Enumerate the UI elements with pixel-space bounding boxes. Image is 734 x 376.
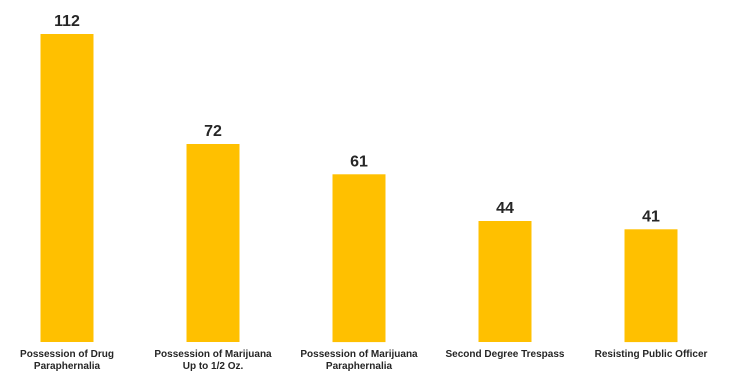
category-label-2-line-0: Possession of Marijuana (300, 349, 418, 360)
category-label-3: Second Degree Trespass (446, 349, 565, 360)
bar-1 (186, 144, 240, 342)
category-label-0-line-1: Paraphernalia (34, 361, 101, 372)
category-label-1-line-1: Up to 1/2 Oz. (183, 361, 244, 372)
data-label-1: 72 (204, 123, 222, 140)
category-label-4-line-0: Resisting Public Officer (595, 349, 708, 360)
bar-2 (332, 174, 386, 343)
category-label-2-line-1: Paraphernalia (326, 361, 393, 372)
bar-0 (40, 34, 94, 342)
bars-group (40, 34, 678, 343)
category-label-1-line-0: Possession of Marijuana (154, 349, 272, 360)
data-label-4: 41 (642, 208, 660, 225)
data-label-0: 112 (54, 13, 80, 30)
data-label-3: 44 (496, 200, 514, 217)
category-label-4: Resisting Public Officer (595, 349, 708, 360)
value-labels-group: 112 72 61 44 41 (54, 13, 660, 225)
bar-4 (624, 229, 678, 343)
category-label-0-line-0: Possession of Drug (20, 349, 114, 360)
category-label-2: Possession of Marijuana Paraphernalia (300, 349, 418, 372)
category-label-3-line-0: Second Degree Trespass (446, 349, 565, 360)
data-label-2: 61 (350, 153, 368, 170)
category-label-0: Possession of Drug Paraphernalia (20, 349, 114, 372)
category-label-1: Possession of Marijuana Up to 1/2 Oz. (154, 349, 272, 372)
bar-3 (478, 221, 532, 342)
category-labels-group: Possession of Drug ParaphernaliaPossessio… (20, 349, 707, 372)
